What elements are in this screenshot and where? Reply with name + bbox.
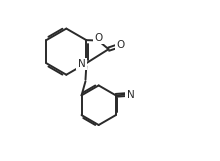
Text: N: N: [78, 59, 86, 69]
Text: O: O: [116, 40, 125, 50]
Text: N: N: [127, 90, 134, 99]
Text: O: O: [95, 33, 103, 43]
